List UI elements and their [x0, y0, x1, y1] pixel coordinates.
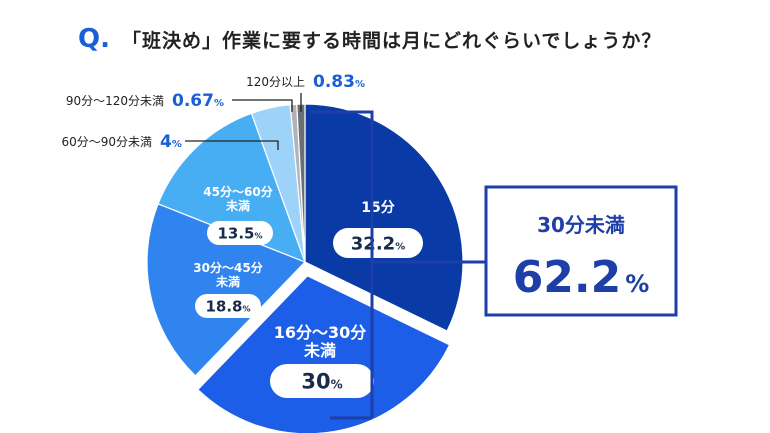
summary-value: 62.2%: [513, 252, 650, 303]
callout-slice-6-label: 90分～120分未満: [66, 94, 164, 108]
label-slice-4-line-1: 45分～60分: [203, 184, 272, 199]
value-slice-4-pill: [207, 221, 273, 245]
callout-slice-6-value: 0.67%: [172, 91, 224, 111]
summary-box: [484, 185, 678, 317]
label-slice-4-line-2: 未満: [225, 198, 250, 213]
callout-slice-5-leader: [185, 140, 279, 150]
callout-slice-5: 60分～90分未満 4%: [61, 132, 279, 152]
pie-slice-2: [197, 275, 451, 433]
callout-slice-7-value: 0.83%: [313, 72, 365, 92]
pie-slice-1: [304, 103, 464, 332]
label-slice-1-line-1: 15分: [361, 200, 394, 216]
summary-label: 30分未満: [537, 213, 625, 237]
label-slice-3-line-2: 未満: [215, 274, 240, 289]
question-text: 「班決め」作業に要する時間は月にどれぐらいでしょうか？: [121, 29, 662, 52]
value-slice-3-pill: [195, 294, 261, 318]
callout-slice-7-label: 120分以上: [246, 75, 305, 89]
label-slice-3-line-1: 30分～45分: [193, 260, 262, 275]
callout-slice-5-value: 4%: [160, 132, 182, 152]
callout-slice-7: 120分以上 0.83%: [246, 72, 365, 112]
value-slice-3-value: 18.8%: [205, 297, 250, 315]
value-slice-2: 30%: [270, 364, 374, 398]
question-mark: Q.: [78, 24, 110, 54]
value-slice-1: 32.2%: [333, 228, 423, 258]
label-slice-2-line-2: 未満: [303, 341, 336, 360]
callout-slice-5-label: 60分～90分未満: [61, 135, 152, 149]
value-slice-4-value: 13.5%: [217, 224, 262, 242]
callout-slice-6: 90分～120分未満 0.67%: [66, 91, 293, 112]
value-slice-2-value: 30%: [301, 370, 342, 394]
callout-slice-6-leader: [232, 99, 293, 112]
label-slice-2-line-1: 16分～30分: [274, 323, 367, 342]
value-slice-2-pill: [270, 364, 374, 398]
value-slice-3: 18.8%: [195, 294, 261, 318]
value-slice-1-pill: [333, 228, 423, 258]
question-heading: Q. 「班決め」作業に要する時間は月にどれぐらいでしょうか？: [78, 22, 661, 56]
value-slice-4: 13.5%: [207, 221, 273, 245]
